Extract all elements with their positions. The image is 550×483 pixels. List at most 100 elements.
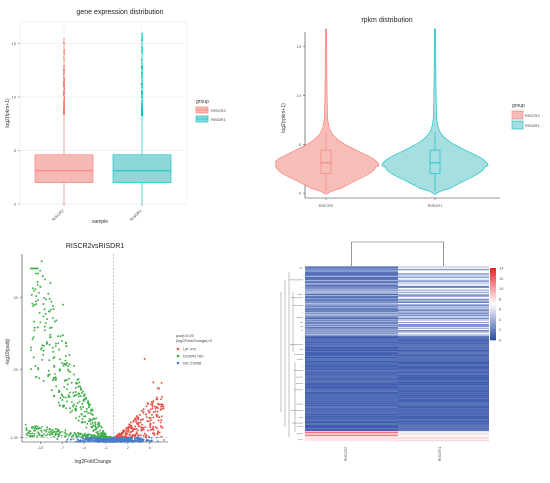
outlier-point [63,58,65,61]
scatter-point [157,430,159,432]
scatter-point [143,432,146,435]
heatmap-cell [305,271,398,273]
heatmap-cell [305,330,398,332]
scatter-point [32,435,35,438]
heatmap-cell [305,333,398,335]
scatter-point [43,329,46,332]
heatmap-cell [398,367,489,369]
scatter-point [52,308,55,311]
outlier-point [63,77,66,80]
heatmap-cell [398,285,489,287]
scatter-point [75,440,77,443]
heatmap-cell [398,350,489,352]
scatter-point [152,425,155,428]
scatter-point [97,421,100,424]
heatmap-cell [305,319,398,321]
scatter-point [68,407,71,410]
heatmap-cell [305,425,398,427]
scatter-point [54,428,57,430]
scatter-point [48,343,51,346]
scatter-point [31,287,34,290]
heatmap-cell [305,286,398,288]
heatmap-cell [305,407,398,409]
scatter-point [77,419,80,422]
scale-step [490,284,496,287]
scatter-point [137,424,140,427]
scatter-point [39,285,42,288]
heatmap-cell [398,282,489,284]
scatter-point [119,435,122,438]
outlier-point [141,35,143,37]
scatter-point [162,405,165,408]
scatter-point [64,435,66,438]
scale-step [490,325,496,328]
scale-step [490,287,496,289]
scatter-point [95,439,98,442]
scale-step [490,275,496,277]
heatmap-cell [305,340,398,342]
scatter-point [156,427,158,430]
scatter-point [33,433,36,435]
x-tick-label: -10 [37,445,44,450]
scatter-point [154,426,157,429]
heatmap-cell [305,343,398,345]
heatmap-cell [398,320,489,322]
outlier-point [63,49,66,51]
scatter-point [69,370,72,373]
heatmap-cell [398,393,489,395]
scatter-point [95,428,98,430]
heatmap-cell [398,426,489,428]
scatter-point [31,427,34,430]
scatter-point [156,402,159,405]
scatter-point [133,438,136,441]
heatmap-cell [305,408,398,410]
outlier-point [141,58,143,60]
scale-step [490,294,496,296]
scatter-point [122,430,125,433]
scatter-point [94,423,97,426]
scatter-point [110,439,113,442]
scale-step [490,304,496,306]
scatter-point [153,405,156,408]
heatmap-cell [398,439,489,441]
scatter-point [160,398,162,401]
heatmap-cell [305,424,398,426]
scatter-point [125,435,128,438]
scatter-point [78,393,81,395]
scatter-point [138,414,141,416]
y-tick-label: 0 [299,191,302,196]
heatmap-cell [305,419,398,421]
scale-step [490,329,496,331]
heatmap-cell [305,435,398,437]
heatmap-cell [305,274,398,276]
heatmap-cell [398,353,489,355]
scatter-point [57,389,60,392]
heatmap-cell [398,292,489,294]
scatter-point [30,368,33,371]
scatter-point [73,364,76,367]
heatmap-cell [398,286,489,288]
row-dendrogram [280,267,303,440]
heatmap-cell [398,296,489,298]
scatter-point [67,434,70,437]
scatter-point [47,431,50,434]
heatmap-cell [305,342,398,344]
outlier-point [141,37,143,39]
heatmap-cell [398,349,489,351]
heatmap-cell [305,284,398,286]
scatter-point [139,421,142,424]
scale-step [490,300,496,302]
scatter-point [94,421,97,424]
scatter-point [159,403,162,406]
scatter-point [78,415,81,418]
scatter-point [88,433,91,436]
heatmap-cell [398,382,489,384]
heatmap-cell [398,297,489,299]
scatter-point [86,438,89,441]
outlier-point [141,93,143,95]
scatter-point [135,428,138,430]
scatter-point [81,421,84,424]
heatmap-cell [305,297,398,299]
heatmap-cell [398,324,489,326]
scatter-point [54,342,57,345]
